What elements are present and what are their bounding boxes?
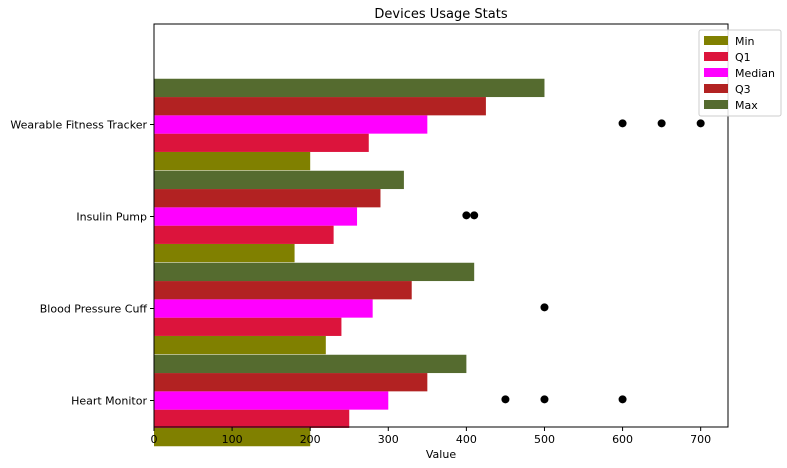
- legend-swatch: [704, 68, 728, 77]
- legend-label: Median: [735, 67, 775, 80]
- bar-q1-heart-monitor: [154, 409, 350, 428]
- x-tick-label: 700: [690, 433, 711, 446]
- outlier-point: [618, 395, 627, 404]
- y-tick-label: Heart Monitor: [71, 395, 147, 408]
- chart-title: Devices Usage Stats: [374, 7, 507, 22]
- x-tick-label: 200: [300, 433, 321, 446]
- outlier-point: [540, 303, 549, 312]
- outliers-group: [462, 119, 705, 404]
- outlier-point: [618, 119, 627, 128]
- y-tick-label: Insulin Pump: [76, 211, 147, 224]
- bar-q1-blood-pressure-cuff: [154, 317, 342, 336]
- outlier-point: [501, 395, 510, 404]
- x-tick-label: 600: [612, 433, 633, 446]
- x-axis: 0 100 200 300 400 500 600 700: [151, 427, 711, 446]
- x-tick-label: 100: [222, 433, 243, 446]
- bar-min-wearable-fitness-tracker: [154, 151, 311, 171]
- legend-swatch: [704, 84, 728, 93]
- bar-min-heart-monitor: [154, 427, 311, 447]
- outlier-point: [470, 211, 479, 220]
- legend-box: [698, 29, 782, 117]
- bar-median-insulin-pump: [154, 207, 358, 226]
- bar-max-heart-monitor: [154, 354, 467, 374]
- plot-frame: [153, 23, 729, 428]
- legend-label: Q3: [735, 83, 751, 96]
- x-tick-label: 500: [534, 433, 555, 446]
- legend-label: Min: [735, 35, 755, 48]
- bar-max-blood-pressure-cuff: [154, 262, 475, 282]
- legend-label: Max: [735, 99, 758, 112]
- bar-max-wearable-fitness-tracker: [154, 78, 545, 98]
- bar-q1-insulin-pump: [154, 225, 334, 244]
- y-tick-label: Wearable Fitness Tracker: [10, 119, 147, 132]
- legend-swatch: [704, 52, 728, 61]
- y-tick-label: Blood Pressure Cuff: [40, 303, 148, 316]
- bar-median-blood-pressure-cuff: [154, 299, 373, 318]
- legend: Min Q1 Median Q3 Max: [698, 29, 782, 117]
- bar-min-blood-pressure-cuff: [154, 335, 326, 355]
- outlier-point: [540, 395, 549, 404]
- bar-median-wearable-fitness-tracker: [154, 115, 428, 134]
- bar-q3-blood-pressure-cuff: [154, 281, 412, 300]
- legend-label: Q1: [735, 51, 751, 64]
- bar-q3-heart-monitor: [154, 373, 428, 392]
- outlier-point: [696, 119, 705, 128]
- bar-q1-wearable-fitness-tracker: [154, 133, 369, 152]
- bar-q3-wearable-fitness-tracker: [154, 97, 486, 116]
- bars-group: [154, 78, 545, 447]
- outlier-point: [462, 211, 471, 220]
- x-tick-label: 0: [151, 433, 158, 446]
- bar-q3-insulin-pump: [154, 189, 381, 208]
- bar-max-insulin-pump: [154, 170, 404, 190]
- x-tick-label: 300: [378, 433, 399, 446]
- legend-swatch: [704, 36, 728, 45]
- x-axis-label: Value: [426, 448, 456, 461]
- bar-min-insulin-pump: [154, 243, 295, 263]
- x-tick-label: 400: [456, 433, 477, 446]
- bar-median-heart-monitor: [154, 391, 389, 410]
- outlier-point: [657, 119, 666, 128]
- legend-swatch: [704, 100, 728, 109]
- y-axis: Heart Monitor Blood Pressure Cuff Insulin …: [10, 119, 154, 408]
